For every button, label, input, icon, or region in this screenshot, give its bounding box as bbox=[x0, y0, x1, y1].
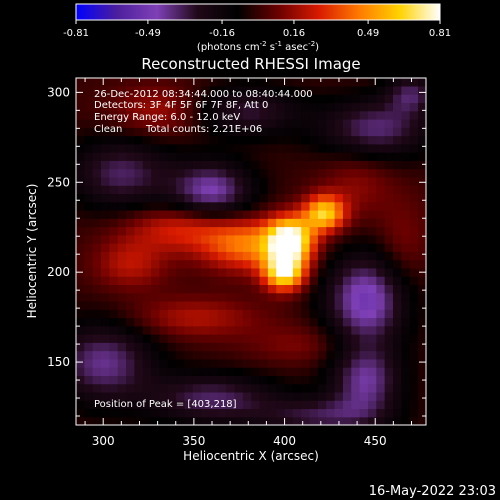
y-axis: 150 200 250 300 bbox=[47, 85, 426, 417]
peak-position-label: Position of Peak = [403,218] bbox=[94, 399, 237, 410]
detectors-label: Detectors: 3F 4F 5F 6F 7F 8F, Att 0 bbox=[94, 100, 268, 111]
method-label: Clean bbox=[94, 124, 122, 135]
x-axis-label: Heliocentric X (arcsec) bbox=[183, 449, 319, 463]
heatmap bbox=[76, 78, 426, 425]
time-range-label: 26-Dec-2012 08:34:44.000 to 08:40:44.000 bbox=[94, 89, 313, 100]
x-axis: 300 350 400 450 bbox=[84, 78, 412, 448]
x-tick-label: 350 bbox=[182, 434, 205, 448]
colorbar-tick-label: -0.81 bbox=[63, 28, 89, 39]
x-tick-label: 450 bbox=[364, 434, 387, 448]
energy-range-label: Energy Range: 6.0 - 12.0 keV bbox=[94, 112, 240, 123]
colorbar-unit-label: (photons cm-2 s-1 asec-2) bbox=[197, 40, 319, 53]
y-axis-label: Heliocentric Y (arcsec) bbox=[25, 184, 39, 319]
total-counts-label: Total counts: 2.21E+06 bbox=[145, 124, 262, 135]
chart-title: Reconstructed RHESSI Image bbox=[141, 55, 360, 73]
colorbar-tick-label: -0.16 bbox=[209, 28, 235, 39]
y-tick-label: 300 bbox=[47, 85, 70, 99]
y-tick-label: 200 bbox=[47, 265, 70, 279]
colorbar: -0.81 -0.49 -0.16 0.16 0.49 0.81 (photons cm-… bbox=[63, 3, 451, 53]
plot-frame bbox=[75, 77, 427, 426]
observation-info: 26-Dec-2012 08:34:44.000 to 08:40:44.000… bbox=[94, 89, 313, 410]
colorbar-tick-label: 0.16 bbox=[283, 28, 305, 39]
colorbar-tick-label: 0.49 bbox=[357, 28, 379, 39]
colorbar-frame bbox=[75, 3, 441, 21]
colorbar-ticks: -0.81 -0.49 -0.16 0.16 0.49 0.81 bbox=[63, 20, 451, 39]
y-tick-label: 150 bbox=[47, 355, 70, 369]
colorbar-tick-label: -0.49 bbox=[135, 28, 161, 39]
colorbar-tick-label: 0.81 bbox=[429, 28, 451, 39]
x-tick-label: 300 bbox=[92, 434, 115, 448]
y-tick-label: 250 bbox=[47, 175, 70, 189]
colorbar-gradient bbox=[76, 4, 440, 20]
x-tick-label: 400 bbox=[273, 434, 296, 448]
timestamp: 16-May-2022 23:03 bbox=[369, 484, 496, 499]
